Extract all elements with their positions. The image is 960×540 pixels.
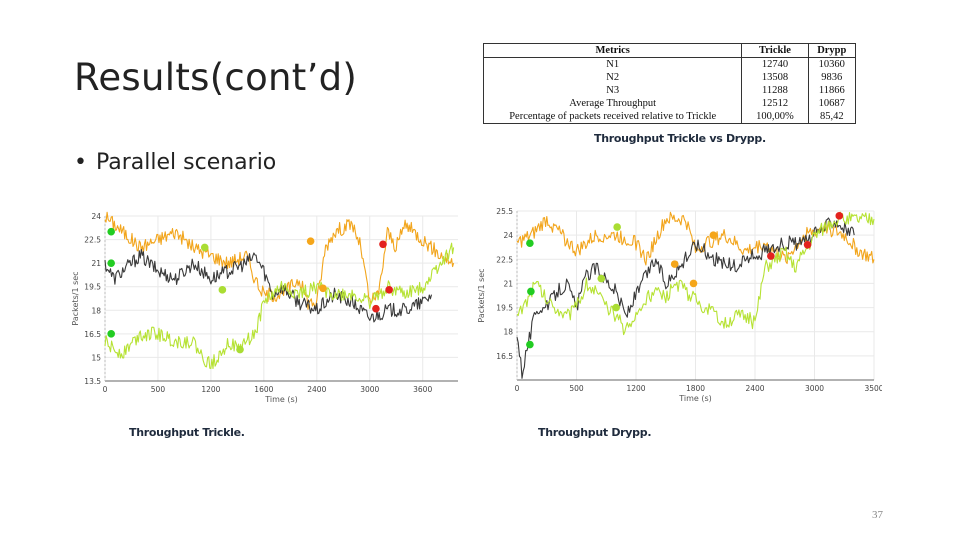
y-tick-label: 21: [503, 279, 513, 288]
table-header-cell: Trickle: [741, 43, 809, 58]
x-axis-label: Time (s): [264, 395, 298, 404]
y-tick-label: 16.5: [84, 330, 101, 339]
series-line-lime: [104, 242, 455, 370]
y-tick-label: 19.5: [84, 283, 101, 292]
marker-point-dot_lime: [597, 274, 606, 283]
x-tick-label: 0: [515, 384, 520, 393]
table-cell: 11866: [807, 84, 857, 97]
drypp-chart-caption: Throughput Drypp.: [538, 426, 652, 439]
y-tick-label: 21: [91, 259, 101, 268]
x-tick-label: 3600: [413, 385, 432, 394]
marker-point-dot_lime: [200, 243, 209, 252]
marker-point-dot_red: [372, 304, 380, 313]
table-cell: 100,00%: [741, 110, 809, 124]
x-tick-label: 3000: [360, 385, 379, 394]
y-tick-label: 19.5: [496, 304, 513, 313]
y-tick-label: 22.5: [496, 255, 513, 264]
marker-point-dot_red: [803, 241, 812, 249]
table-cell: N1: [482, 57, 743, 71]
marker-point-dot_red: [379, 240, 387, 249]
x-tick-label: 1600: [254, 385, 273, 394]
table-caption: Throughput Trickle vs Drypp.: [594, 132, 766, 145]
marker-point-dot_orange: [670, 260, 679, 268]
table-cell: 10360: [807, 57, 857, 71]
table-cell: Average Throughput: [482, 97, 743, 110]
slide-title: Results(cont’d): [74, 56, 358, 99]
y-tick-label: 18: [91, 306, 101, 315]
series-line-dark: [104, 248, 433, 323]
marker-point-dot_lime: [612, 303, 620, 312]
marker-point-dot_green: [526, 340, 534, 349]
table-header-row: Metrics Trickle Drypp: [482, 43, 857, 58]
x-tick-label: 1200: [626, 384, 645, 393]
x-tick-label: 3500: [864, 384, 882, 393]
table-header-cell: Drypp: [807, 43, 857, 58]
table-cell: N2: [482, 71, 743, 84]
table-header-cell: Metrics: [482, 43, 743, 58]
marker-point-dot_orange: [306, 237, 315, 245]
table-cell: 12512: [741, 97, 809, 110]
trickle-throughput-chart: 0 500 1200 1600 2400 3000 3600 13.5 15 16.5 18 19.5…: [71, 211, 458, 404]
table-row: Percentage of packets received relative …: [482, 110, 857, 124]
x-tick-label: 0: [103, 385, 108, 394]
marker-point-dot_orange: [319, 284, 327, 293]
table-row: N2 13508 9836: [482, 71, 857, 84]
y-tick-label: 22.5: [84, 236, 101, 245]
marker-point-dot_green: [107, 259, 115, 267]
x-tick-label: 500: [151, 385, 166, 394]
marker-point-dot_orange: [709, 231, 718, 239]
bullet-dot-icon: •: [74, 150, 87, 175]
metrics-table: Metrics Trickle Drypp N1 12740 10360 N2 …: [482, 43, 857, 124]
y-tick-label: 13.5: [84, 377, 101, 386]
table-cell: 9836: [807, 71, 857, 84]
x-tick-label: 2400: [745, 384, 764, 393]
marker-point-dot_lime: [236, 345, 244, 354]
marker-point-dot_red: [767, 252, 775, 260]
marker-point-dot_lime: [218, 286, 227, 294]
page-number: 37: [872, 509, 883, 521]
drypp-throughput-chart: 0 500 1200 1800 2400 3000 3500 16.5 18 19.5 21 22.5…: [477, 207, 882, 403]
y-tick-label: 18: [503, 328, 513, 337]
x-axis-label: Time (s): [678, 394, 712, 403]
marker-point-dot_lime: [613, 223, 621, 231]
marker-point-dot_green: [527, 287, 535, 296]
table-cell: 13508: [741, 71, 809, 84]
y-tick-label: 25.5: [496, 207, 513, 216]
x-tick-label: 1800: [686, 384, 705, 393]
table-cell: 11288: [741, 84, 809, 97]
trickle-chart-caption: Throughput Trickle.: [129, 426, 245, 439]
y-tick-label: 24: [503, 231, 513, 240]
table-row: N1 12740 10360: [482, 57, 857, 71]
marker-point-dot_green: [526, 239, 534, 247]
series-line-orange: [104, 211, 455, 310]
bullet-text: Parallel scenario: [95, 150, 277, 175]
x-tick-label: 1200: [201, 385, 220, 394]
series-line-lime: [516, 211, 875, 336]
x-tick-label: 2400: [307, 385, 326, 394]
table-cell: 12740: [741, 57, 809, 71]
x-tick-label: 500: [569, 384, 584, 393]
bullet-item: • Parallel scenario: [74, 150, 276, 175]
table-row: Average Throughput 12512 10687: [482, 97, 857, 110]
table-cell: Percentage of packets received relative …: [482, 110, 743, 124]
y-tick-label: 24: [91, 212, 101, 221]
series-line-orange: [516, 211, 875, 266]
table-row: N3 11288 11866: [482, 84, 857, 97]
y-tick-label: 15: [91, 353, 101, 362]
y-axis-label: Packets/1 sec: [477, 268, 486, 322]
table-cell: 10687: [807, 97, 857, 110]
x-tick-label: 3000: [805, 384, 824, 393]
marker-point-dot_green: [107, 227, 115, 236]
marker-point-dot_green: [107, 330, 115, 338]
table-cell: 85,42: [807, 110, 857, 124]
table-cell: N3: [482, 84, 743, 97]
y-axis-label: Packets/1 sec: [71, 271, 80, 325]
marker-point-dot_red: [835, 212, 844, 220]
marker-point-dot_orange: [689, 279, 698, 288]
marker-point-dot_red: [385, 286, 393, 294]
y-tick-label: 16.5: [496, 352, 513, 361]
